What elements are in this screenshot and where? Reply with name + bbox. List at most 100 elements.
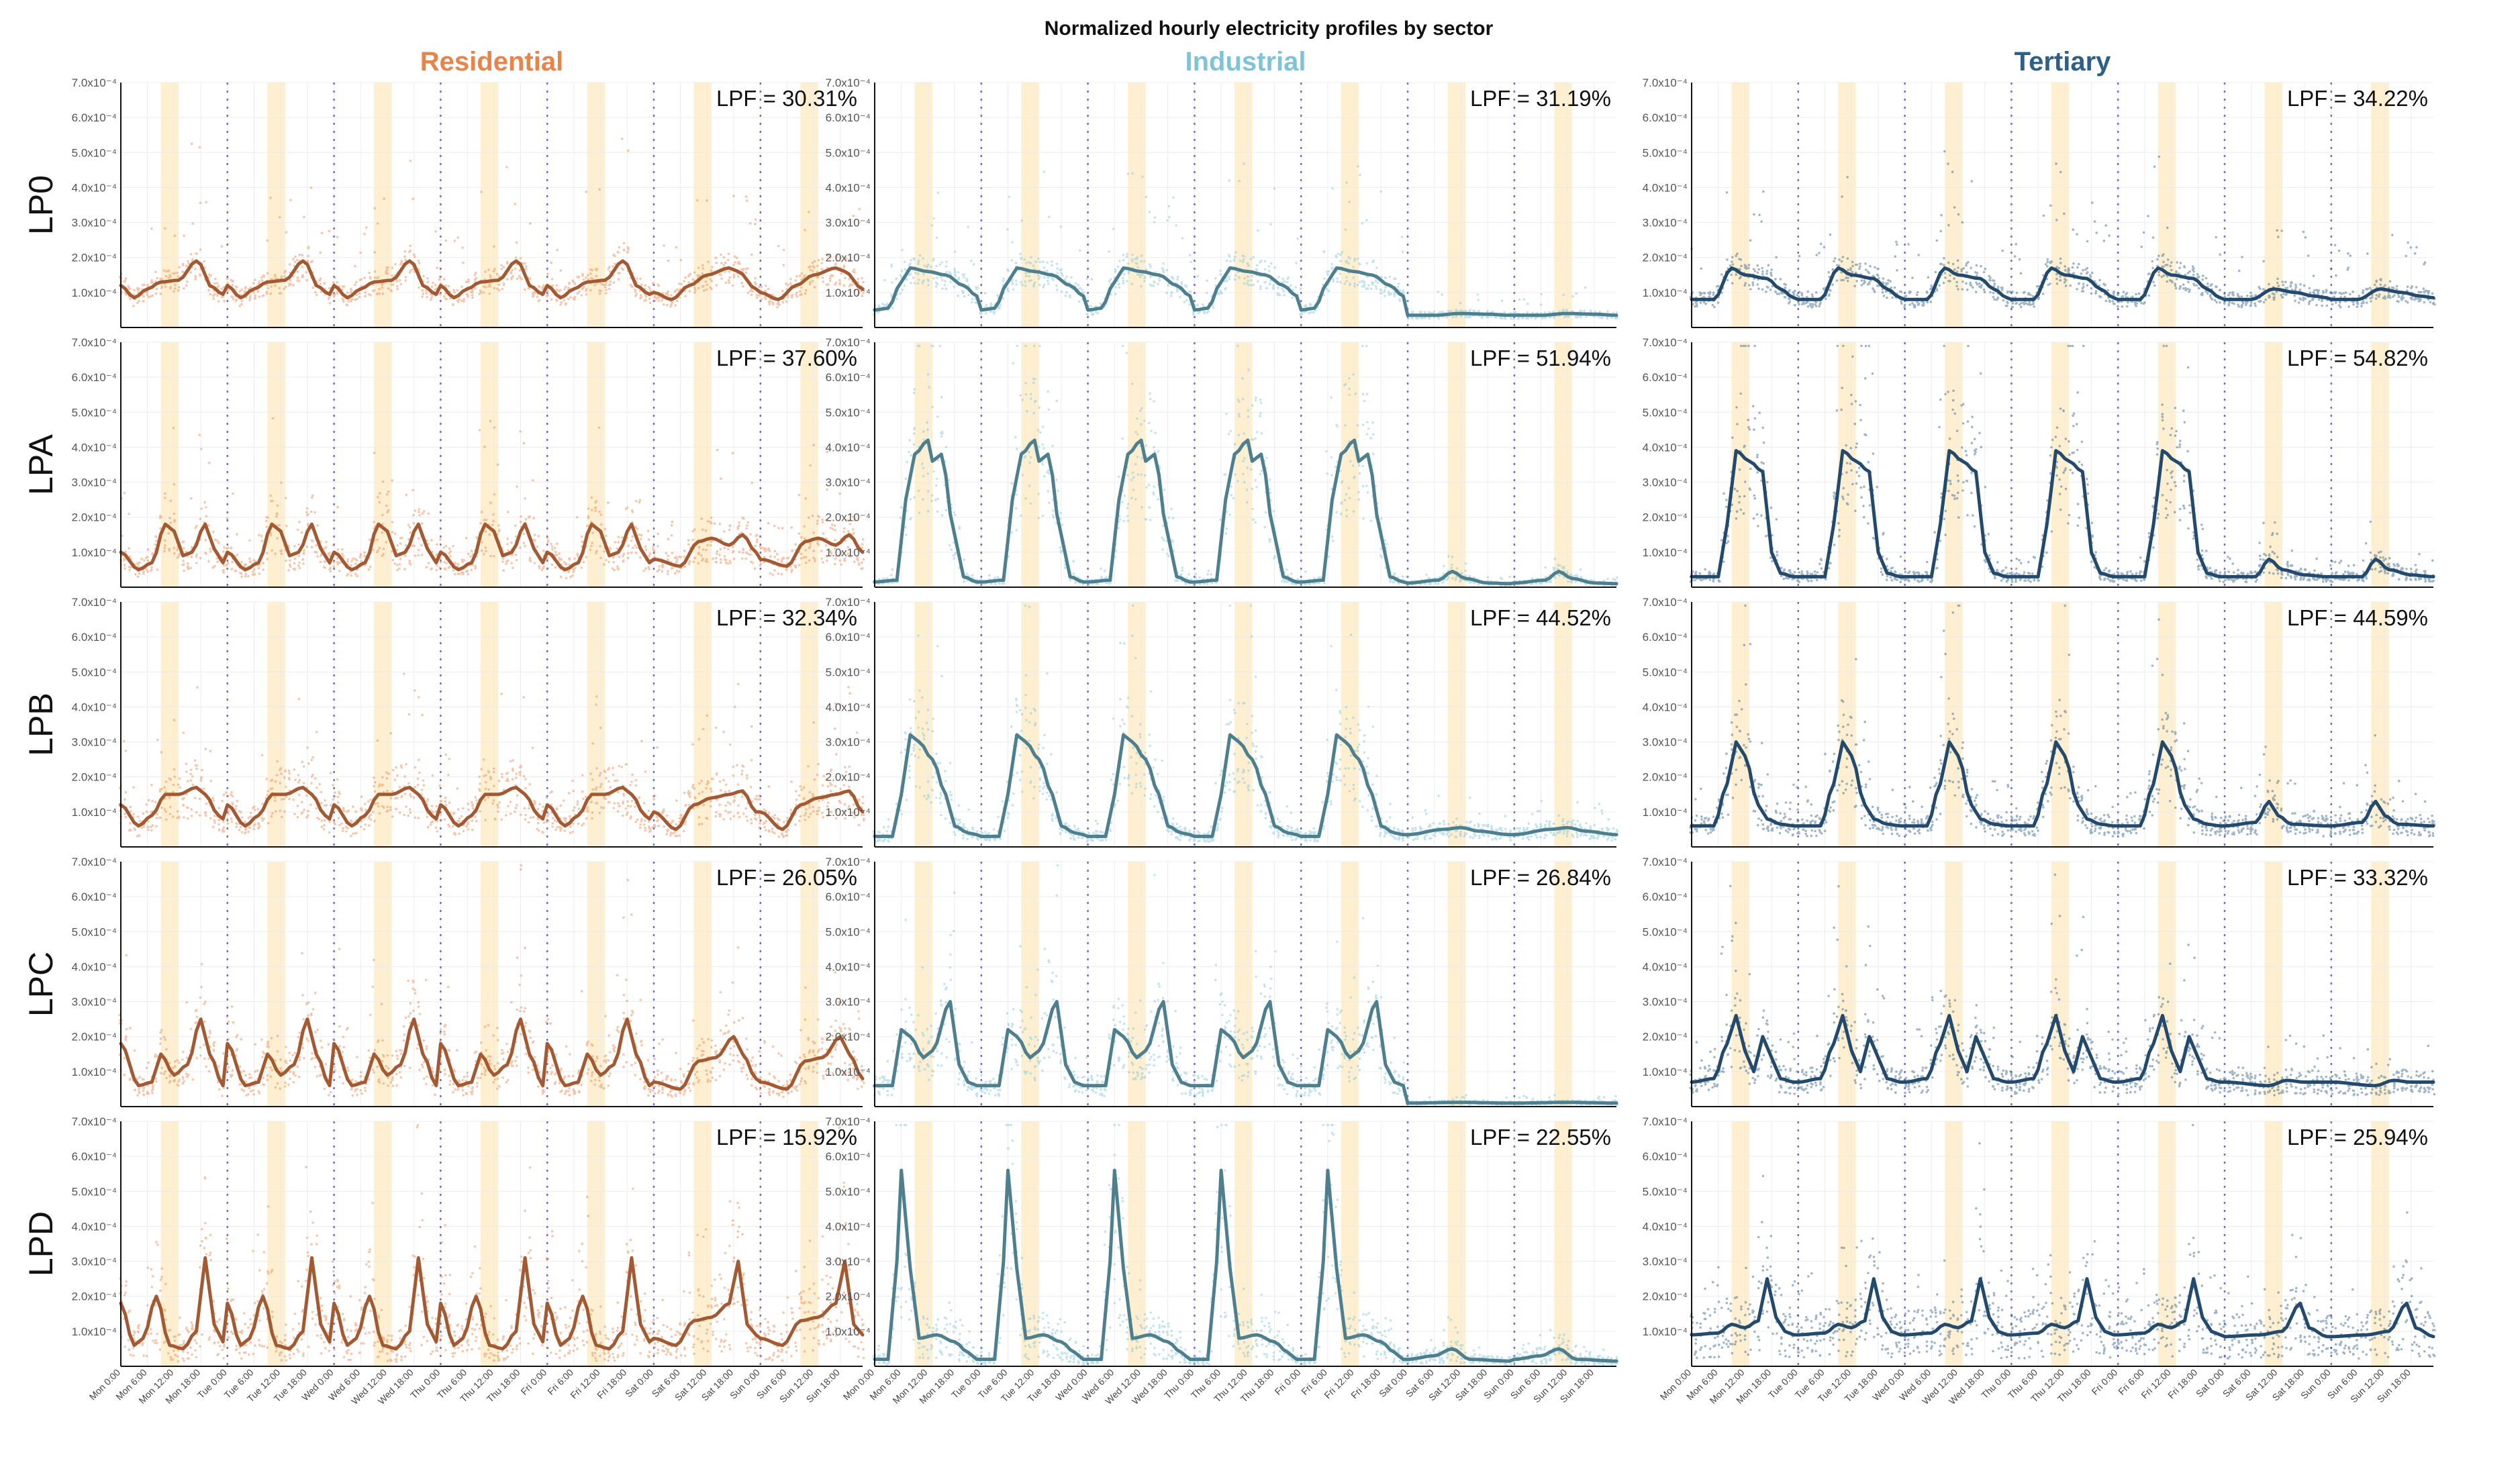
data-point <box>731 284 734 287</box>
data-point <box>288 284 291 287</box>
data-point <box>2153 284 2156 287</box>
data-point <box>1312 311 1315 314</box>
data-point <box>368 271 371 274</box>
data-point <box>1034 260 1037 263</box>
data-point <box>715 284 718 287</box>
data-point <box>590 544 593 548</box>
data-point <box>226 277 228 280</box>
data-point <box>930 224 934 227</box>
data-point <box>177 289 180 292</box>
data-point <box>1229 260 1232 263</box>
data-point <box>181 541 184 544</box>
data-point <box>687 543 690 546</box>
data-point <box>657 283 659 287</box>
data-point <box>1376 281 1379 285</box>
data-point <box>2358 295 2361 297</box>
data-point <box>164 497 166 499</box>
data-point <box>424 289 428 292</box>
data-point <box>393 532 397 536</box>
data-point <box>2076 266 2079 269</box>
data-point <box>1589 309 1592 312</box>
data-point <box>764 289 767 293</box>
data-point <box>1361 222 1364 225</box>
data-point <box>1166 219 1169 222</box>
data-point <box>159 514 162 517</box>
data-point <box>418 511 420 513</box>
data-point <box>746 199 748 202</box>
data-point <box>266 558 269 560</box>
data-point <box>602 283 605 287</box>
data-point <box>803 525 806 528</box>
data-point <box>1726 278 1729 282</box>
data-point <box>254 278 256 281</box>
data-point <box>274 274 277 278</box>
data-point <box>1974 291 1978 293</box>
data-point <box>301 274 304 277</box>
data-point <box>528 556 532 560</box>
data-point <box>1540 293 1543 296</box>
data-point <box>409 531 412 534</box>
data-point <box>2312 274 2315 277</box>
data-point <box>173 287 177 290</box>
data-point <box>653 296 657 299</box>
data-point <box>769 572 772 575</box>
data-point <box>489 285 492 288</box>
data-point <box>369 538 371 541</box>
data-point <box>550 545 554 548</box>
data-point <box>501 287 504 291</box>
data-point <box>532 517 535 519</box>
data-point <box>1122 282 1125 285</box>
data-point <box>1083 291 1085 294</box>
data-point <box>1007 290 1010 293</box>
data-point <box>781 301 785 304</box>
data-point <box>616 565 619 568</box>
data-point <box>828 279 832 283</box>
data-point <box>474 564 477 568</box>
data-point <box>979 312 982 315</box>
data-point <box>693 271 696 274</box>
data-point <box>1196 274 1200 278</box>
data-point <box>1975 264 1978 267</box>
data-point <box>385 493 389 496</box>
data-point <box>482 291 485 294</box>
data-point <box>2390 286 2394 289</box>
data-point <box>798 290 802 293</box>
data-point <box>467 281 470 283</box>
data-point <box>648 301 652 305</box>
data-point <box>1038 283 1041 287</box>
data-point <box>274 552 277 555</box>
data-point <box>591 542 593 544</box>
data-point <box>1374 285 1377 288</box>
data-point <box>934 281 938 284</box>
data-point <box>216 293 219 296</box>
data-point <box>283 287 286 291</box>
data-point <box>962 291 965 294</box>
data-point <box>709 544 712 547</box>
data-point <box>444 545 448 548</box>
row-title-lpa: LPA <box>22 434 60 495</box>
data-point <box>1259 285 1262 288</box>
data-point <box>492 519 495 523</box>
data-point <box>164 274 168 278</box>
data-point <box>2059 170 2062 174</box>
data-point <box>594 268 597 271</box>
data-point <box>604 283 608 287</box>
data-point <box>354 572 357 576</box>
data-point <box>1512 317 1515 320</box>
data-point <box>558 552 561 555</box>
data-point <box>684 295 687 298</box>
data-point <box>220 245 224 248</box>
data-point <box>315 544 318 547</box>
data-point <box>2397 295 2401 299</box>
row-title-lpd: LPD <box>22 1211 60 1276</box>
data-point <box>967 225 969 228</box>
data-point <box>1108 280 1111 283</box>
data-point <box>489 554 492 558</box>
data-point <box>400 262 403 265</box>
data-point <box>2263 288 2266 291</box>
data-point <box>140 557 143 560</box>
data-point <box>261 295 264 297</box>
data-point <box>1348 201 1351 203</box>
data-point <box>1336 277 1339 280</box>
data-point <box>1774 278 1777 281</box>
